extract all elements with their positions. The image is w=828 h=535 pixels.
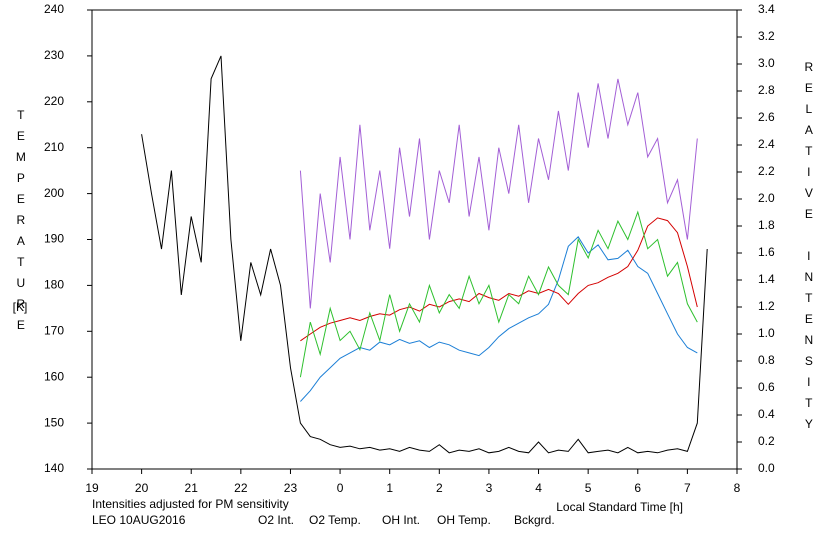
x-tick-label: 1 [386,481,393,495]
y-tick-label: 230 [44,48,64,62]
y-tick-label: 210 [44,140,64,154]
y-tick-label: 150 [44,415,64,429]
y2-tick-label: 0.0 [758,461,775,475]
series-line [299,210,698,378]
y2-tick-label: 2.2 [758,164,775,178]
legend-entry: OH Int. [382,513,420,527]
x-axis-label: Local Standard Time [h] [556,500,683,514]
y2-axis-label: RELATIVE INTENSITY [802,60,816,438]
y-tick-label: 190 [44,232,64,246]
x-tick-label: 20 [135,481,149,495]
series-line [300,217,698,342]
y2-tick-label: 3.4 [758,2,775,16]
series-line [141,55,708,454]
y2-tick-label: 0.2 [758,434,775,448]
y2-tick-label: 2.6 [758,110,775,124]
x-tick-label: 6 [634,481,641,495]
legend-entry: OH Temp. [437,513,491,527]
x-tick-label: 21 [185,481,199,495]
y2-tick-label: 2.0 [758,191,775,205]
y2-tick-label: 1.0 [758,326,775,340]
x-tick-label: 5 [585,481,592,495]
y-axis-label: TEMPERATURE [14,108,28,339]
y2-tick-label: 0.8 [758,353,775,367]
x-tick-label: 22 [234,481,248,495]
y-tick-label: 200 [44,186,64,200]
x-tick-label: 3 [486,481,493,495]
x-tick-label: 0 [337,481,344,495]
y2-tick-label: 1.4 [758,272,775,286]
x-tick-label: 7 [684,481,691,495]
y-tick-label: 170 [44,323,64,337]
y2-tick-label: 2.4 [758,137,775,151]
y2-tick-label: 1.6 [758,245,775,259]
y2-tick-label: 3.2 [758,29,775,43]
series-line [299,78,698,309]
y-tick-label: 240 [44,2,64,16]
y-tick-label: 180 [44,278,64,292]
legend-entry: Bckgrd. [514,513,555,527]
note: Intensities adjusted for PM sensitivity [92,497,289,511]
y2-tick-label: 1.2 [758,299,775,313]
x-tick-label: 2 [436,481,443,495]
y-tick-label: 160 [44,369,64,383]
y-tick-label: 220 [44,94,64,108]
y-tick-label: 140 [44,461,64,475]
x-tick-label: 23 [284,481,298,495]
y2-tick-label: 0.6 [758,380,775,394]
legend-entry: O2 Temp. [309,513,361,527]
y-axis-unit: [K] [13,300,28,314]
series-line [300,236,698,402]
x-tick-label: 19 [85,481,99,495]
y2-tick-label: 2.8 [758,83,775,97]
station-label: LEO 10AUG2016 [92,513,186,527]
x-tick-label: 4 [535,481,542,495]
y2-tick-label: 3.0 [758,56,775,70]
x-tick-label: 8 [734,481,741,495]
y2-tick-label: 1.8 [758,218,775,232]
y2-tick-label: 0.4 [758,407,775,421]
legend-entry: O2 Int. [258,513,294,527]
